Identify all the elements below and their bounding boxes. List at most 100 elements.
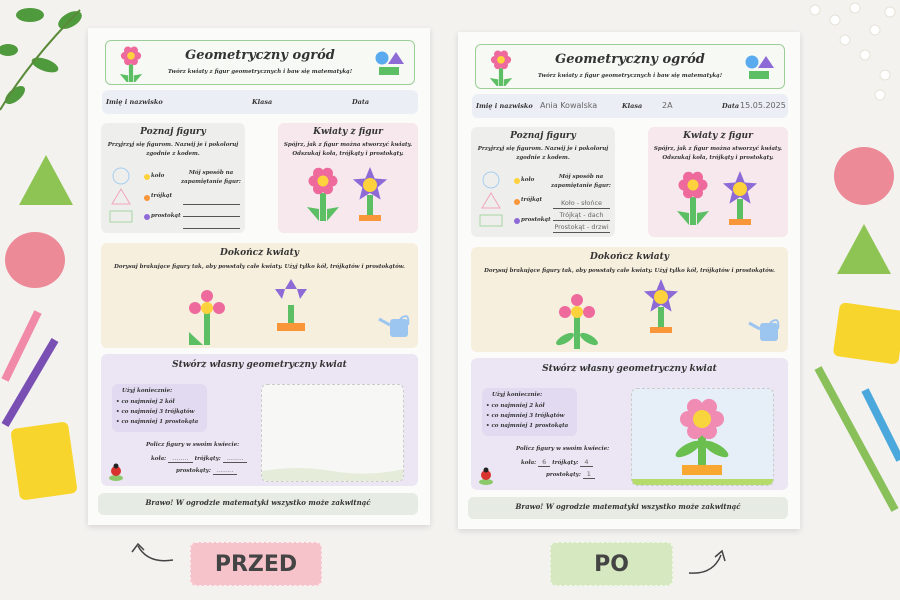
circles-count-field[interactable]: 6	[538, 458, 551, 467]
worksheet-before: Geometryczny ogród Twórz kwiaty z figur g…	[88, 28, 430, 525]
section-title: Kwiaty z figur	[313, 127, 383, 137]
watering-can-icon	[378, 315, 410, 337]
triangles-count-field[interactable]: 4	[580, 458, 593, 467]
arrow-icon	[131, 542, 174, 562]
worksheet-after: Geometryczny ogród Twórz kwiaty z figur g…	[458, 32, 800, 529]
memory-line[interactable]	[183, 219, 240, 229]
requirement-text: co najmniej 1 prostokąta	[121, 419, 199, 425]
requirement-item: • co najmniej 2 kół	[116, 399, 175, 405]
drawing-area[interactable]	[261, 384, 404, 482]
section-learn-shapes: Poznaj figury Przyjrzyj się figurom. Nazw…	[471, 127, 615, 237]
memory-line[interactable]: Trójkąt - dach	[553, 211, 610, 221]
circles-label: koła:	[151, 456, 167, 462]
requirement-item: • co najmniej 2 kół	[486, 403, 545, 409]
section-text: Spójrz, jak z figur można stworzyć kwiat…	[653, 146, 783, 161]
requirements-box: Użyj koniecznie: • co najmniej 2 kół • co…	[482, 388, 577, 436]
student-info-row: Imię i nazwisko Ania Kowalska Klasa 2A D…	[472, 94, 788, 118]
shape-name: trójkąt	[521, 197, 543, 203]
rectangles-count-field[interactable]: ........	[212, 466, 238, 475]
section-title: Stwórz własny geometryczny kwiat	[172, 360, 347, 370]
class-field[interactable]: 2A	[662, 101, 673, 110]
footer-text: Brawo! W ogrodzie matematyki wszystko mo…	[145, 498, 371, 507]
watering-can-icon	[748, 319, 780, 341]
section-title: Poznaj figury	[140, 127, 206, 137]
child-drawing	[632, 398, 773, 485]
example-flowers	[307, 167, 388, 221]
count-label: Policz figury w swoim kwiecie:	[146, 442, 240, 448]
requirement-item: • co najmniej 3 trójkątów	[116, 409, 195, 415]
memory-line[interactable]: Koło - słońce	[553, 199, 610, 209]
requirements-label: Użyj koniecznie:	[492, 392, 543, 398]
count-row: koła: 6 trójkąty: 4	[521, 458, 593, 467]
shape-legend-icons	[109, 167, 150, 223]
footer-banner: Brawo! W ogrodzie matematyki wszystko mo…	[468, 497, 788, 519]
memory-line[interactable]: Prostokąt - drzwi	[553, 223, 610, 233]
shape-name: prostokąt	[151, 213, 181, 219]
label-before: PRZED	[190, 542, 322, 586]
pencils	[814, 366, 900, 512]
shape-name: prostokąt	[521, 217, 551, 223]
shape-legend-icons	[479, 171, 520, 227]
requirement-item: • co najmniej 3 trójkątów	[486, 413, 565, 419]
name-label: Imię i nazwisko	[476, 102, 533, 110]
name-field[interactable]: Ania Kowalska	[540, 101, 598, 110]
arrow-icon	[688, 549, 726, 574]
star-flower	[643, 279, 679, 333]
section-finish-flowers: Dokończ kwiaty Dorysuj brakujące figury t…	[101, 243, 418, 348]
section-title: Stwórz własny geometryczny kwiat	[542, 364, 717, 374]
ladybug-icon	[109, 463, 123, 481]
student-info-row: Imię i nazwisko Klasa Data	[102, 90, 418, 114]
label-after: PO	[550, 542, 673, 586]
requirement-item: • co najmniej 1 prostokąta	[116, 419, 199, 425]
circle-block	[834, 147, 894, 205]
memory-line[interactable]	[183, 195, 240, 205]
section-text: Dorysuj brakujące figury tak, aby powsta…	[114, 264, 405, 270]
rectangle-block	[11, 422, 77, 500]
shape-name: trójkąt	[151, 193, 173, 199]
triangles-count-field[interactable]: ........	[222, 454, 248, 463]
count-label: Policz figury w swoim kwiecie:	[516, 446, 610, 452]
memory-line[interactable]	[183, 207, 240, 217]
circles-label: koła:	[521, 460, 537, 466]
requirements-box: Użyj koniecznie: • co najmniej 2 kół • co…	[112, 384, 207, 432]
section-title: Poznaj figury	[510, 131, 576, 141]
flowers-to-complete[interactable]	[541, 279, 701, 351]
class-label: Klasa	[622, 102, 643, 110]
shape-name: koło	[521, 177, 535, 183]
requirement-text: co najmniej 1 prostokąta	[491, 423, 569, 429]
section-learn-shapes: Poznaj figury Przyjrzyj się figurom. Nazw…	[101, 123, 245, 233]
section-flowers-from-shapes: Kwiaty z figur Spójrz, jak z figur można …	[648, 127, 788, 237]
circles-count-field[interactable]: ........	[168, 454, 193, 463]
footer-text: Brawo! W ogrodzie matematyki wszystko mo…	[515, 502, 741, 511]
rectangle-block	[833, 302, 900, 364]
requirements-label: Użyj koniecznie:	[122, 388, 173, 394]
drawing-area[interactable]	[631, 388, 774, 486]
requirement-text: co najmniej 2 kół	[121, 399, 175, 405]
pencils	[1, 310, 59, 428]
count-row: koła: ........ trójkąty: ........	[151, 454, 248, 463]
header: Geometryczny ogród Twórz kwiaty z figur g…	[475, 44, 785, 89]
flowers-to-complete[interactable]	[171, 275, 331, 347]
section-text: Przyjrzyj się figurom. Nazwij je i pokol…	[107, 142, 239, 157]
requirement-item: • co najmniej 1 prostokąta	[486, 423, 569, 429]
star-flower	[722, 171, 758, 225]
example-flowers	[677, 171, 758, 225]
grass-decoration	[262, 468, 403, 481]
triangles-label: trójkąty:	[552, 460, 579, 466]
rectangles-count-field[interactable]: 1	[582, 470, 595, 479]
requirement-text: co najmniej 3 trójkątów	[491, 413, 565, 419]
count-row: prostokąty: ........	[176, 466, 238, 475]
section-text: Spójrz, jak z figur można stworzyć kwiat…	[283, 142, 413, 157]
date-field[interactable]: 15.05.2025	[740, 101, 786, 110]
flower-logo-icon	[489, 50, 513, 86]
class-label: Klasa	[252, 98, 273, 106]
triangle-block	[837, 224, 891, 274]
memory-label: Mój sposób na zapamiętanie figur:	[551, 174, 611, 189]
section-text: Dorysuj brakujące figury tak, aby powsta…	[484, 268, 775, 274]
section-create-flower: Stwórz własny geometryczny kwiat Użyj ko…	[101, 354, 418, 486]
page-subtitle: Twórz kwiaty z figur geometrycznych i ba…	[167, 69, 353, 75]
count-row: prostokąty: 1	[546, 470, 595, 479]
page-title: Geometryczny ogród	[185, 48, 335, 63]
date-label: Data	[352, 98, 370, 106]
section-title: Kwiaty z figur	[683, 131, 753, 141]
